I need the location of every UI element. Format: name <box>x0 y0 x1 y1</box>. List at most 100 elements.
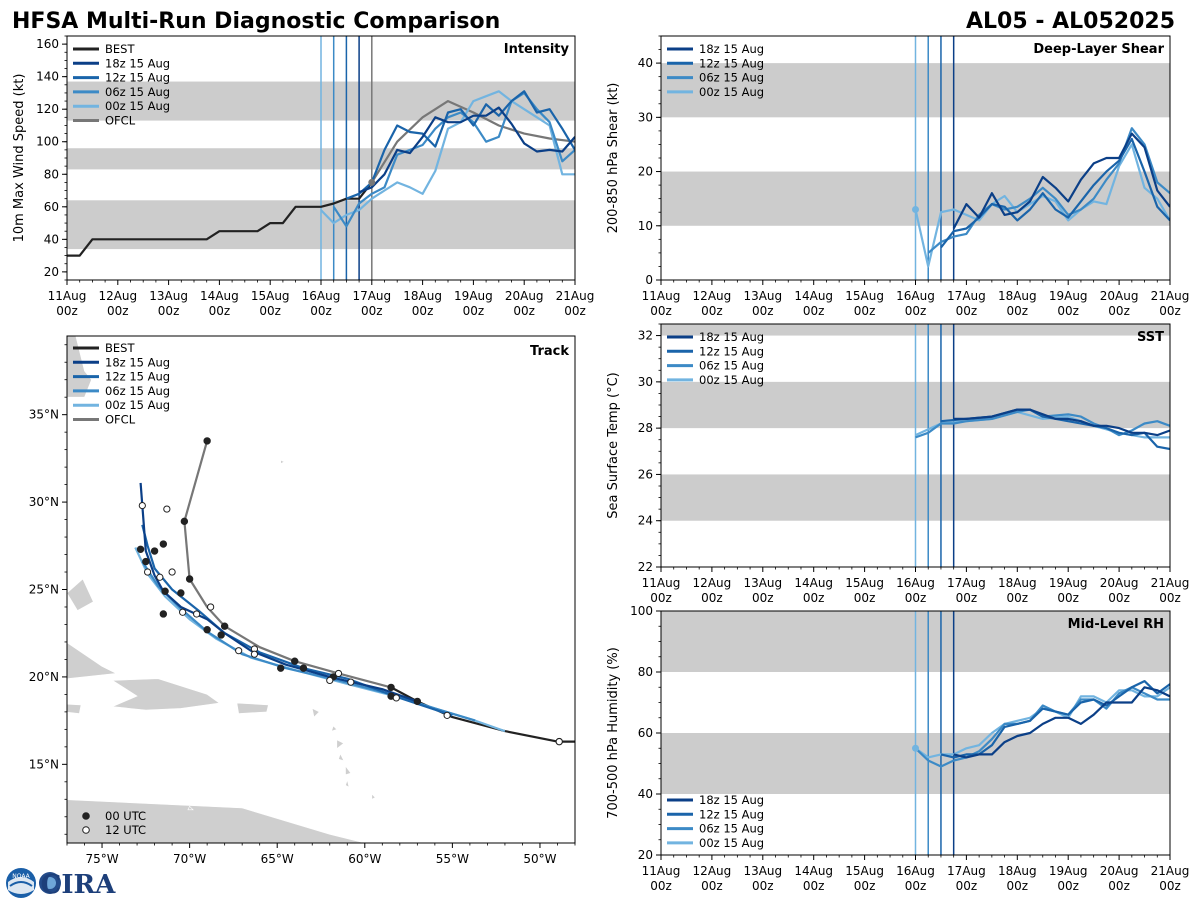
x-tick-sublabel: 00z <box>956 591 978 605</box>
y-tick-label: 40 <box>638 56 653 70</box>
x-tick-label: 13Aug <box>743 864 782 878</box>
x-tick-sublabel: 00z <box>854 591 876 605</box>
track-point-12utc <box>326 676 334 685</box>
y-tick-label: 30 <box>638 110 653 124</box>
land-polygon <box>67 703 82 714</box>
x-tick-sublabel: 00z <box>701 879 723 893</box>
x-tick-sublabel: 00z <box>1057 879 1079 893</box>
track-point-12utc <box>179 608 187 616</box>
x-tick-label: 50°W <box>523 852 556 866</box>
track-point-00utc <box>159 540 168 548</box>
legend-label-r06: 06z 15 Aug <box>699 822 764 836</box>
land-polygon <box>345 765 352 776</box>
y-tick-label: 60 <box>44 200 59 214</box>
track-point-00utc <box>277 664 285 672</box>
x-tick-sublabel: 00z <box>905 304 927 318</box>
series-group <box>67 90 575 257</box>
x-tick-label: 16Aug <box>896 289 935 303</box>
series-line-r00 <box>320 90 575 225</box>
x-tick-sublabel: 00z <box>752 304 774 318</box>
panel-title: Mid-Level RH <box>1068 617 1164 632</box>
x-tick-sublabel: 00z <box>701 591 723 605</box>
x-tick-label: 16Aug <box>896 864 935 878</box>
track-point-00utc <box>387 683 395 692</box>
x-tick-label: 17Aug <box>947 576 986 590</box>
land-polygon <box>67 642 118 680</box>
series-line-ofcl <box>370 99 575 183</box>
x-tick-sublabel: 00z <box>1108 591 1130 605</box>
legend-label-r06: 06z 15 Aug <box>105 384 170 398</box>
y-tick-label: 30 <box>638 375 653 389</box>
land-polygon <box>187 805 194 811</box>
marker-legend-label: 12 UTC <box>105 823 146 837</box>
x-tick-label: 12Aug <box>98 289 137 303</box>
track-point-00utc <box>150 547 159 555</box>
track-point-00utc <box>185 575 194 583</box>
y-tick-label: 20 <box>638 848 653 862</box>
legend-label-r00: 00z 15 Aug <box>699 836 764 850</box>
track-point-12utc <box>156 573 164 581</box>
figure-title: HFSA Multi-Run Diagnostic Comparison <box>12 9 500 34</box>
land-polygon <box>67 561 68 562</box>
y-tick-label: 40 <box>638 787 653 801</box>
y-tick-label: 32 <box>638 329 653 343</box>
x-tick-label: 13Aug <box>743 576 782 590</box>
y-axis-label: Sea Surface Temp (°C) <box>606 372 621 519</box>
track-point-00utc <box>220 622 229 630</box>
land-polygon <box>67 578 94 611</box>
land-polygon <box>371 793 376 800</box>
x-tick-sublabel: 00z <box>1057 304 1079 318</box>
x-tick-label: 21Aug <box>556 289 595 303</box>
legend-label-r12: 12z 15 Aug <box>105 370 170 384</box>
track-point-00utc <box>159 610 168 618</box>
land-polygon <box>345 779 350 788</box>
y-axis-label: 700-500 hPa Humidity (%) <box>606 647 621 819</box>
x-tick-sublabel: 00z <box>905 591 927 605</box>
x-tick-sublabel: 00z <box>56 304 78 318</box>
y-tick-label: 100 <box>36 135 59 149</box>
x-tick-sublabel: 00z <box>564 304 586 318</box>
track-point-00utc <box>291 657 299 665</box>
y-tick-label: 24 <box>638 514 653 528</box>
noaa-logo-text: NOAA <box>12 873 30 880</box>
legend-label-r18: 18z 15 Aug <box>105 355 170 369</box>
land-masses <box>67 336 376 843</box>
land-polygon <box>280 459 285 465</box>
y-tick-label: 80 <box>638 665 653 679</box>
x-tick-sublabel: 00z <box>854 879 876 893</box>
x-tick-label: 21Aug <box>1151 289 1190 303</box>
cira-logo-text: CIRA <box>41 870 116 900</box>
x-tick-label: 11Aug <box>642 289 681 303</box>
x-tick-label: 12Aug <box>693 289 732 303</box>
charts-group: 2040608010012014016011Aug00z12Aug00z13Au… <box>12 35 1190 893</box>
y-tick-label: 160 <box>36 37 59 51</box>
x-tick-label: 11Aug <box>642 576 681 590</box>
x-tick-label: 20Aug <box>1100 289 1139 303</box>
x-tick-sublabel: 00z <box>513 304 535 318</box>
ofcl-start-marker <box>368 178 376 186</box>
x-tick-label: 11Aug <box>48 289 87 303</box>
x-tick-sublabel: 00z <box>650 304 672 318</box>
y-tick-label: 20 <box>44 265 59 279</box>
chart-mid-level-rh: 2040608010011Aug00z12Aug00z13Aug00z14Aug… <box>606 604 1189 893</box>
track-point-00utc <box>136 545 145 553</box>
track-point-00utc <box>203 626 211 634</box>
logo-area: NOAA CIRA <box>6 868 116 900</box>
panel-title: Deep-Layer Shear <box>1033 42 1164 57</box>
track-line-best <box>390 686 575 743</box>
x-tick-label: 15Aug <box>845 576 884 590</box>
x-tick-sublabel: 00z <box>854 304 876 318</box>
y-tick-label: 26 <box>638 467 653 481</box>
track-point-12utc <box>250 650 259 658</box>
legend-label-r06: 06z 15 Aug <box>699 359 764 373</box>
series-line-r18 <box>358 106 575 194</box>
panel-title: Track <box>530 344 569 359</box>
x-tick-label: 14Aug <box>200 289 239 303</box>
x-tick-label: 20Aug <box>1100 864 1139 878</box>
land-polygon <box>67 799 365 843</box>
legend-label-r12: 12z 15 Aug <box>699 807 764 821</box>
track-point-12utc <box>207 603 215 611</box>
x-tick-sublabel: 00z <box>412 304 434 318</box>
land-polygon <box>336 739 345 750</box>
